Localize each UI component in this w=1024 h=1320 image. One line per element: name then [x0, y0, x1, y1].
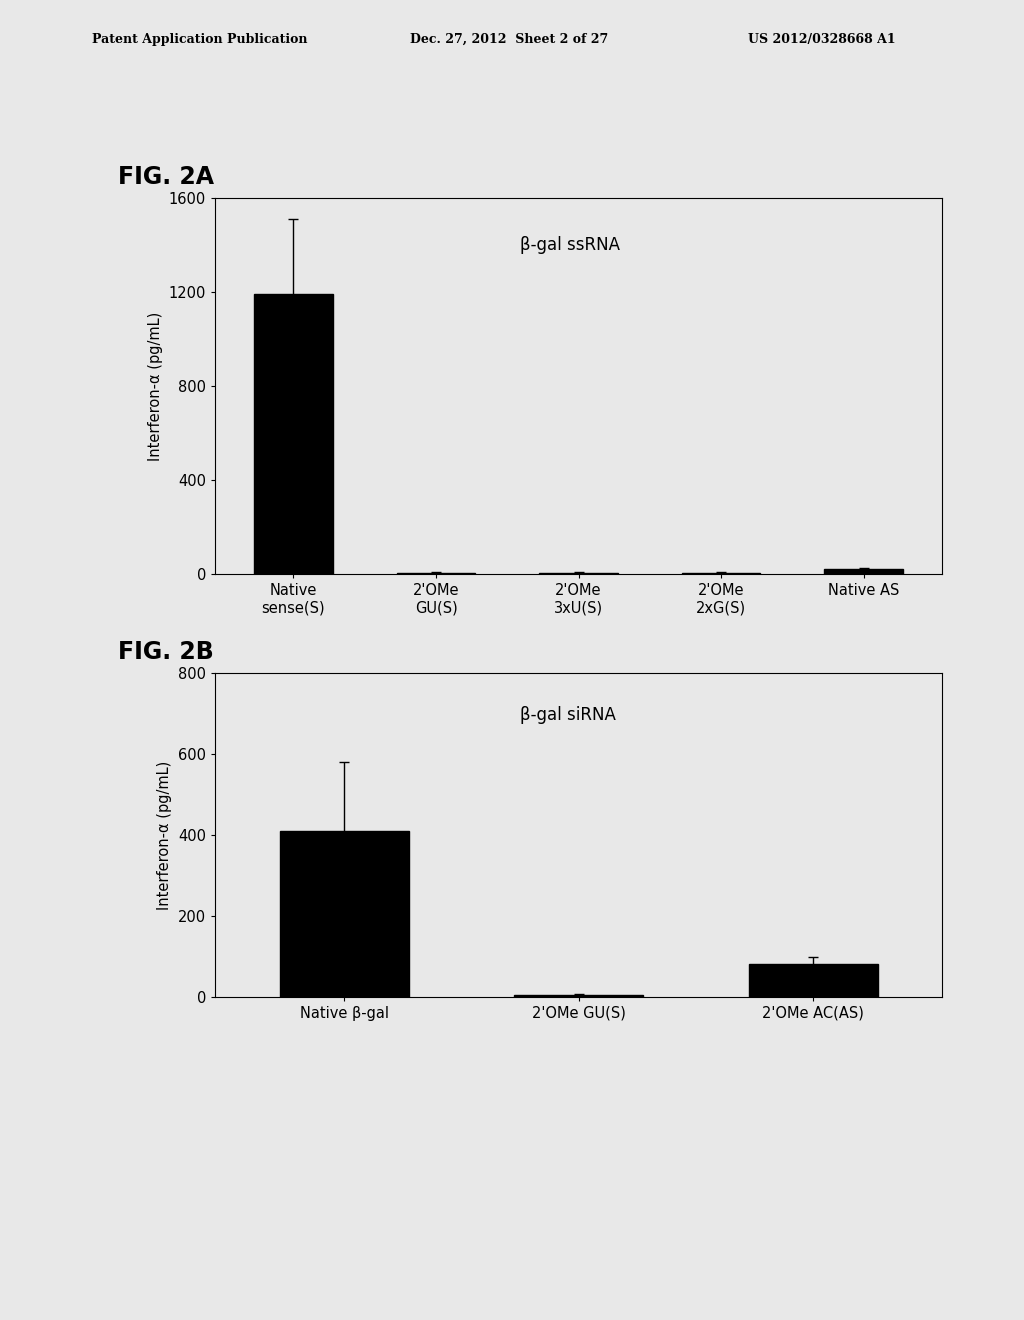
Bar [749, 964, 878, 997]
Bar [280, 830, 409, 997]
Y-axis label: Interferon-α (pg/mL): Interferon-α (pg/mL) [148, 312, 163, 461]
Text: β-gal ssRNA: β-gal ssRNA [520, 236, 621, 253]
Bar [254, 294, 333, 574]
Text: Dec. 27, 2012  Sheet 2 of 27: Dec. 27, 2012 Sheet 2 of 27 [410, 33, 608, 46]
Bar [824, 569, 903, 574]
Text: β-gal siRNA: β-gal siRNA [520, 705, 616, 723]
Text: FIG. 2B: FIG. 2B [118, 640, 214, 664]
Text: US 2012/0328668 A1: US 2012/0328668 A1 [748, 33, 895, 46]
Y-axis label: Interferon-α (pg/mL): Interferon-α (pg/mL) [158, 760, 172, 909]
Text: Patent Application Publication: Patent Application Publication [92, 33, 307, 46]
Text: FIG. 2A: FIG. 2A [118, 165, 214, 189]
